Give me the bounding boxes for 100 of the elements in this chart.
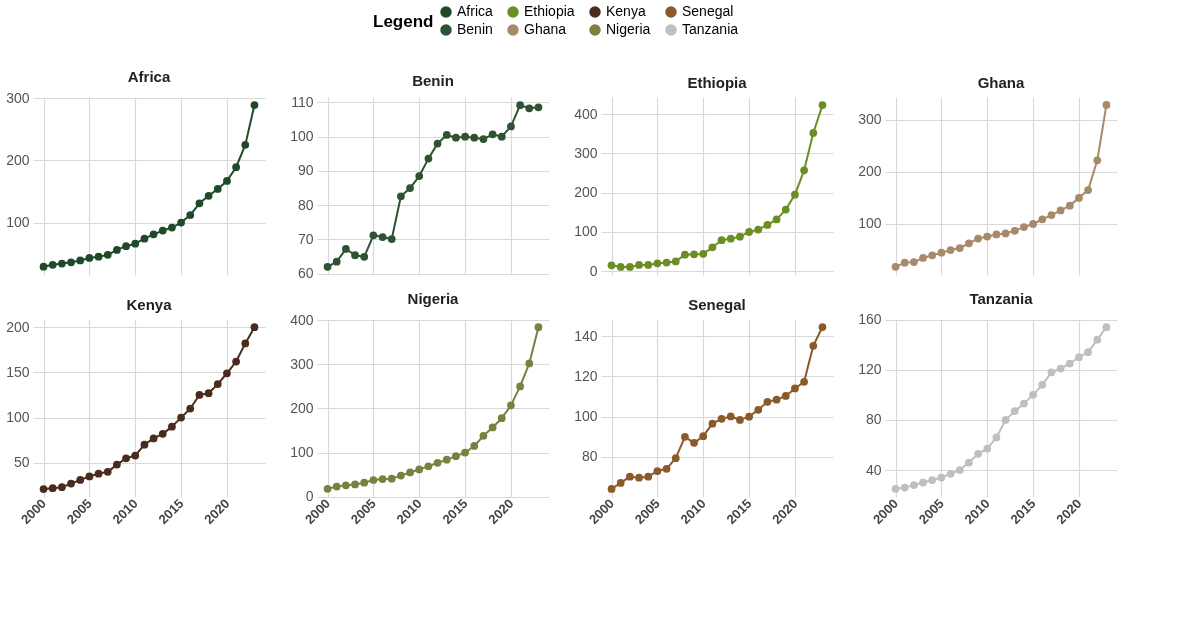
y-tick-label: 300 <box>6 89 30 106</box>
point <box>635 261 643 269</box>
point <box>1001 229 1010 238</box>
point <box>653 467 662 475</box>
point <box>507 401 515 410</box>
point <box>378 475 387 483</box>
point <box>736 416 744 424</box>
point <box>323 484 332 493</box>
y-tick-label: 300 <box>858 111 882 128</box>
point <box>800 377 808 386</box>
point <box>1047 368 1056 377</box>
y-tick-label: 90 <box>297 162 314 179</box>
point <box>891 262 900 271</box>
text: Benin <box>457 21 493 37</box>
point <box>626 263 634 271</box>
y-tick-label: 160 <box>858 311 882 328</box>
point <box>241 339 250 348</box>
point <box>397 192 405 201</box>
point <box>131 239 140 248</box>
point <box>791 190 799 199</box>
point <box>662 464 671 473</box>
point <box>48 484 57 492</box>
point <box>332 482 341 491</box>
point <box>626 472 634 481</box>
legend-title: Legend <box>373 12 434 31</box>
y-tick-label: 40 <box>865 461 882 478</box>
point <box>919 254 927 262</box>
point <box>1029 220 1037 228</box>
point <box>67 258 75 267</box>
point <box>48 260 57 269</box>
point <box>424 154 433 163</box>
point <box>525 359 534 368</box>
chart-title: Benin <box>412 72 454 90</box>
legend-label: Tanzania <box>682 21 739 37</box>
point <box>800 166 808 175</box>
point <box>708 419 717 428</box>
point <box>690 250 698 259</box>
point <box>992 433 1001 442</box>
point <box>332 257 341 266</box>
legend-label: Africa <box>457 3 493 19</box>
chart-title: Senegal <box>688 296 746 313</box>
point <box>1056 206 1065 215</box>
point <box>232 163 240 172</box>
point <box>965 239 973 248</box>
point <box>103 251 112 259</box>
point <box>497 132 506 141</box>
y-tick-label: 100 <box>6 214 30 231</box>
point <box>681 250 689 259</box>
point <box>937 248 946 257</box>
point <box>955 244 964 252</box>
point <box>754 405 763 414</box>
point <box>809 341 818 350</box>
y-tick-label: 140 <box>574 327 598 344</box>
point <box>149 434 158 443</box>
point <box>149 230 158 239</box>
point <box>1102 323 1111 332</box>
point <box>1075 353 1083 362</box>
chart-title: Kenya <box>126 296 173 313</box>
y-tick-label: 120 <box>858 361 882 378</box>
point <box>534 103 543 112</box>
point <box>369 476 378 484</box>
y-tick-label: 150 <box>6 363 30 380</box>
point <box>1065 359 1074 368</box>
point <box>1084 348 1092 357</box>
point <box>717 236 726 245</box>
point <box>223 177 231 185</box>
point <box>415 172 424 180</box>
point <box>1065 201 1074 210</box>
point <box>250 323 259 332</box>
y-tick-label: 100 <box>290 444 314 461</box>
legend-label: Senegal <box>682 3 734 19</box>
point <box>965 458 973 467</box>
y-tick-label: 200 <box>6 318 30 335</box>
point <box>818 101 827 109</box>
point <box>94 469 103 478</box>
point <box>488 130 497 139</box>
point <box>516 382 524 391</box>
point <box>1102 101 1111 109</box>
point <box>818 323 827 331</box>
point <box>58 259 66 268</box>
point <box>946 469 955 478</box>
point <box>1084 186 1092 194</box>
point <box>351 480 359 489</box>
point <box>195 391 204 399</box>
point <box>452 452 460 461</box>
legend-label: Kenya <box>606 3 646 19</box>
y-tick-label: 120 <box>574 367 598 384</box>
point <box>232 357 240 366</box>
chart-title: Tanzania <box>969 289 1034 307</box>
point <box>745 412 753 421</box>
point <box>378 233 387 241</box>
point <box>387 474 396 483</box>
point <box>158 430 167 438</box>
point <box>525 104 534 113</box>
point <box>763 221 772 229</box>
point <box>479 431 488 440</box>
point <box>250 101 259 109</box>
y-tick-label: 300 <box>574 144 598 161</box>
point <box>461 132 469 141</box>
point <box>809 129 818 137</box>
